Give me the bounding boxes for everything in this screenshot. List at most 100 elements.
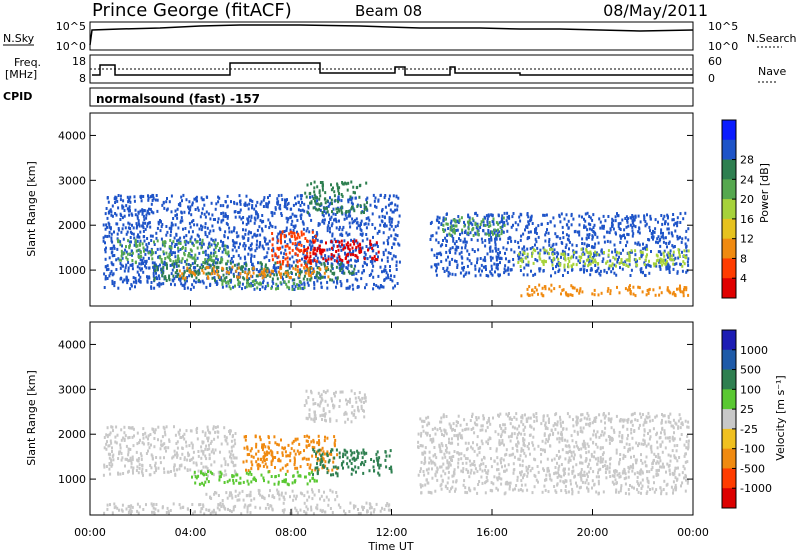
velocity-cell	[312, 438, 315, 442]
power-cell	[192, 219, 195, 222]
power-cell	[458, 252, 461, 256]
power-cell	[183, 210, 186, 214]
power-cell	[244, 267, 247, 271]
power-cell	[215, 261, 217, 265]
velocity-cell	[210, 450, 213, 454]
power-cell	[638, 243, 641, 247]
power-cell	[629, 288, 631, 291]
velocity-cell	[203, 483, 205, 487]
power-cell	[212, 218, 215, 221]
power-cell	[187, 263, 190, 266]
power-cell	[640, 253, 643, 257]
power-cell	[122, 199, 125, 203]
power-cell	[605, 261, 608, 265]
power-cell	[121, 204, 124, 208]
power-cell	[556, 262, 558, 266]
velocity-cell	[109, 472, 112, 476]
velocity-cell	[202, 452, 205, 456]
power-cell	[243, 203, 246, 207]
velocity-cell	[461, 436, 464, 440]
power-cell	[638, 226, 641, 230]
power-cell	[680, 240, 683, 244]
velocity-cell	[384, 450, 387, 454]
power-cell	[187, 205, 190, 209]
power-cell	[316, 238, 319, 242]
power-cell	[348, 197, 351, 201]
date-title: 08/May/2011	[603, 1, 708, 20]
velocity-cell	[500, 482, 503, 486]
velocity-cell	[568, 415, 571, 419]
power-cell	[497, 273, 500, 277]
power-cell	[192, 285, 195, 289]
power-cell	[446, 222, 449, 226]
velocity-cell	[485, 471, 488, 475]
velocity-cell	[255, 479, 257, 483]
power-cell	[333, 218, 335, 222]
nave-tick-high: 60	[708, 55, 722, 68]
power-cell	[298, 259, 301, 263]
velocity-cell	[127, 459, 130, 463]
velocity-cell	[209, 496, 211, 500]
velocity-cell	[326, 452, 329, 456]
velocity-cell	[165, 425, 168, 429]
power-cell	[190, 254, 193, 257]
power-cell	[321, 275, 324, 279]
power-cell	[573, 251, 576, 254]
power-cell	[182, 227, 184, 231]
power-cell	[681, 237, 684, 241]
power-cell	[335, 226, 338, 230]
power-cell	[332, 254, 334, 258]
power-cell	[346, 279, 349, 283]
power-cell	[629, 274, 632, 277]
power-cell	[360, 250, 363, 254]
power-cell	[351, 202, 354, 206]
velocity-cell	[120, 458, 123, 462]
power-cell	[350, 180, 353, 184]
power-cell	[662, 231, 664, 235]
power-cell	[538, 269, 541, 273]
power-cell	[396, 204, 399, 208]
power-cell	[590, 267, 593, 270]
velocity-cell	[262, 476, 265, 480]
power-cell	[486, 252, 489, 256]
power-cell	[210, 237, 213, 241]
power-cell	[300, 194, 303, 198]
power-cell	[188, 230, 190, 234]
power-cell	[657, 241, 659, 245]
velocity-cell	[280, 493, 283, 497]
power-cell	[552, 216, 555, 220]
power-cell	[571, 243, 574, 247]
power-cell	[588, 262, 591, 266]
power-cell	[293, 235, 296, 238]
power-cell	[217, 200, 220, 204]
power-cell	[243, 242, 246, 245]
velocity-cell	[255, 452, 258, 456]
power-cell	[587, 258, 590, 262]
power-cell	[371, 212, 374, 216]
power-cell	[113, 246, 116, 250]
power-cell	[669, 249, 672, 253]
power-cell	[463, 237, 466, 241]
power-cell	[361, 239, 364, 243]
power-cell	[127, 200, 130, 204]
power-cell	[267, 218, 270, 222]
velocity-cell	[619, 489, 622, 493]
power-cell	[209, 282, 212, 286]
velocity-cell	[584, 481, 587, 485]
power-cell	[288, 275, 291, 279]
velocity-cell	[111, 425, 114, 429]
power-cell	[568, 260, 571, 263]
velocity-cell	[190, 429, 193, 433]
power-cell	[275, 270, 278, 274]
velocity-cell	[492, 482, 495, 486]
velocity-cell	[448, 441, 450, 445]
power-cell	[584, 262, 587, 266]
power-cell	[578, 233, 581, 237]
power-cell	[111, 279, 114, 283]
power-cell	[294, 196, 296, 200]
power-cell	[130, 240, 132, 244]
power-cell	[323, 206, 326, 210]
velocity-cell	[303, 449, 305, 453]
velocity-cell	[529, 416, 532, 420]
power-cell	[584, 225, 587, 229]
